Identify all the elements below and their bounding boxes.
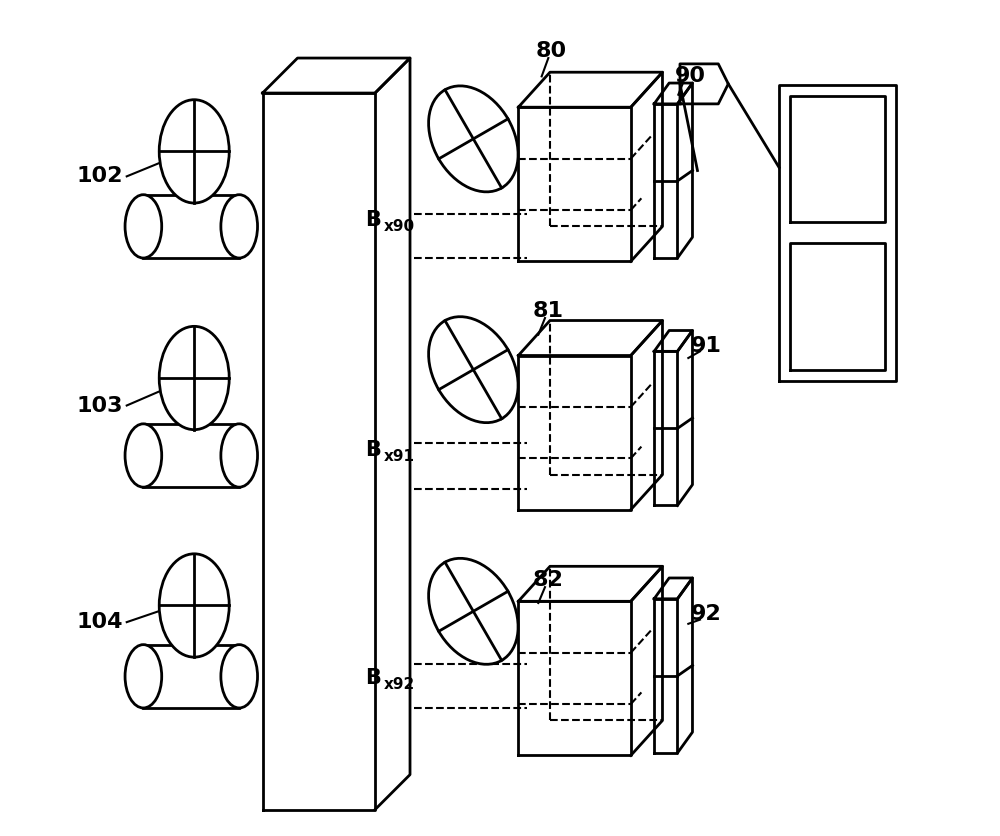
Ellipse shape — [159, 326, 229, 430]
Ellipse shape — [429, 317, 518, 423]
Ellipse shape — [221, 645, 258, 708]
Ellipse shape — [125, 645, 162, 708]
Text: 80: 80 — [536, 42, 567, 61]
Text: 81: 81 — [533, 301, 564, 321]
Text: $\mathbf{B}$: $\mathbf{B}$ — [365, 440, 381, 460]
Ellipse shape — [429, 86, 518, 191]
Text: x92: x92 — [383, 677, 415, 692]
Ellipse shape — [159, 553, 229, 657]
Text: 102: 102 — [77, 166, 123, 186]
Ellipse shape — [125, 195, 162, 258]
Text: 90: 90 — [674, 66, 705, 86]
Text: 92: 92 — [691, 604, 722, 624]
Ellipse shape — [221, 195, 258, 258]
Text: 91: 91 — [691, 335, 722, 355]
Text: x90: x90 — [383, 219, 414, 234]
Text: $\mathbf{B}$: $\mathbf{B}$ — [365, 210, 381, 230]
Ellipse shape — [221, 424, 258, 487]
Ellipse shape — [125, 424, 162, 487]
Text: $\mathbf{B}$: $\mathbf{B}$ — [365, 668, 381, 688]
Text: x91: x91 — [383, 449, 414, 464]
Ellipse shape — [429, 558, 518, 665]
Ellipse shape — [159, 99, 229, 203]
Text: 82: 82 — [533, 570, 564, 590]
Text: 103: 103 — [77, 395, 123, 415]
Text: 104: 104 — [77, 612, 123, 632]
